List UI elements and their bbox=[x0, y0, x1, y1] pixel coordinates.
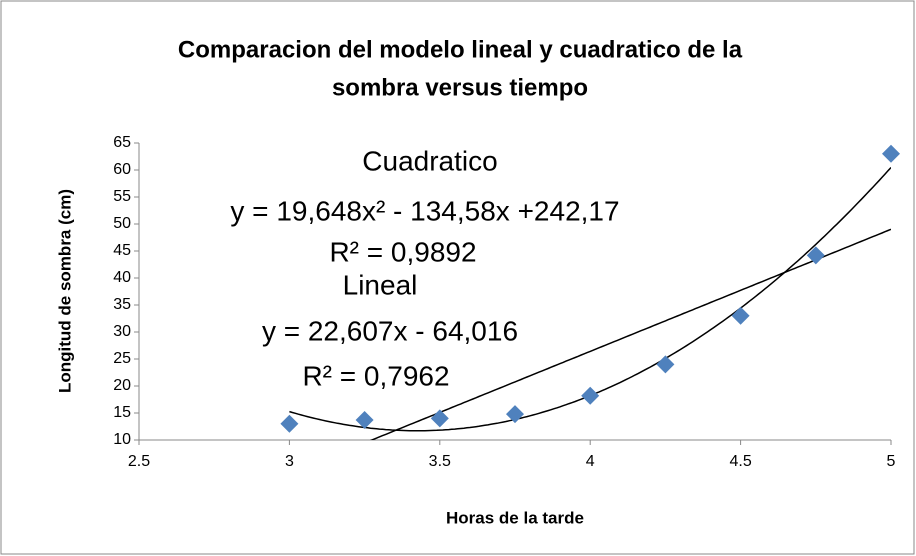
annotation: y = 19,648x² - 134,58x +242,17 bbox=[230, 195, 619, 226]
y-tick-label: 35 bbox=[113, 296, 131, 313]
y-tick-label: 15 bbox=[113, 404, 131, 421]
annotation: R² = 0,9892 bbox=[329, 236, 476, 267]
chart-title: Comparacion del modelo lineal y cuadrati… bbox=[178, 36, 743, 63]
y-tick-label: 60 bbox=[113, 161, 131, 178]
annotation: y = 22,607x - 64,016 bbox=[262, 315, 518, 346]
data-point bbox=[882, 144, 900, 163]
trendline bbox=[369, 228, 891, 440]
data-point bbox=[806, 246, 825, 265]
x-tick-label: 4 bbox=[586, 453, 595, 470]
annotation: Lineal bbox=[343, 269, 418, 300]
y-tick-label: 50 bbox=[113, 215, 131, 232]
y-axis-title: Longitud de sombra (cm) bbox=[55, 189, 74, 393]
y-tick-label: 10 bbox=[113, 431, 131, 448]
data-point bbox=[581, 386, 600, 405]
y-tick-label: 40 bbox=[113, 269, 131, 286]
y-tick-label: 30 bbox=[113, 323, 131, 340]
x-tick-label: 4.5 bbox=[729, 453, 751, 470]
x-axis-title: Horas de la tarde bbox=[446, 508, 584, 527]
x-tick-label: 3.5 bbox=[429, 453, 451, 470]
annotation: R² = 0,7962 bbox=[302, 360, 449, 391]
y-tick-label: 65 bbox=[113, 134, 131, 151]
y-tick-label: 25 bbox=[113, 350, 131, 367]
data-point bbox=[731, 306, 750, 325]
chart-title: sombra versus tiempo bbox=[332, 74, 588, 101]
data-point bbox=[355, 411, 374, 430]
y-tick-label: 45 bbox=[113, 242, 131, 259]
x-tick-label: 5 bbox=[887, 453, 896, 470]
data-point bbox=[506, 405, 524, 424]
annotation: Cuadratico bbox=[362, 145, 497, 176]
data-point bbox=[430, 409, 449, 428]
data-point bbox=[656, 355, 675, 374]
x-tick-label: 3 bbox=[285, 453, 294, 470]
data-point bbox=[280, 414, 299, 433]
x-tick-label: 2.5 bbox=[128, 453, 150, 470]
y-tick-label: 55 bbox=[113, 188, 131, 205]
y-tick-label: 20 bbox=[113, 377, 131, 394]
